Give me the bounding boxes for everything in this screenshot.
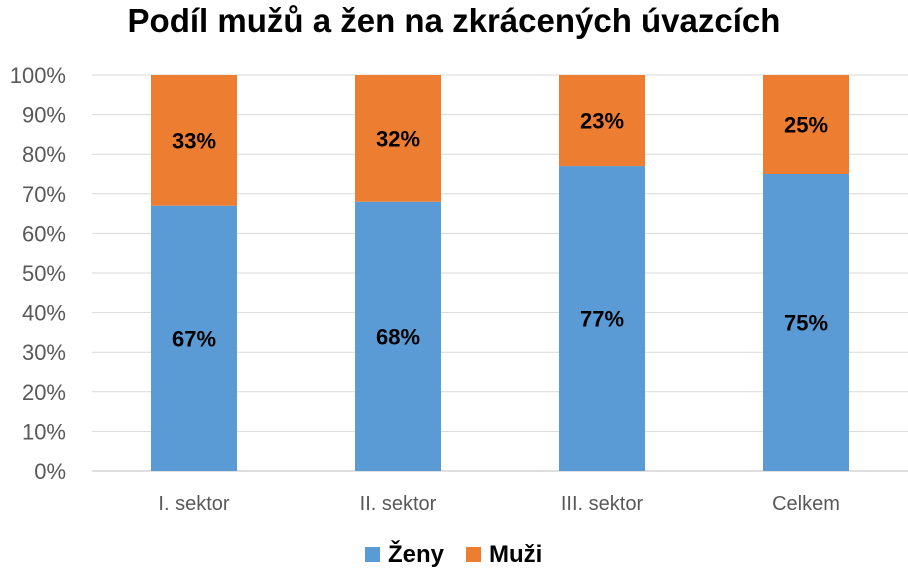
bar-segment bbox=[151, 75, 237, 206]
legend-label: Muži bbox=[489, 541, 542, 568]
y-tick-label: 80% bbox=[22, 142, 66, 167]
x-tick-label: II. sektor bbox=[360, 493, 437, 515]
y-tick-label: 50% bbox=[22, 261, 66, 286]
y-tick-label: 60% bbox=[22, 221, 66, 246]
bar-segment bbox=[763, 75, 849, 174]
y-tick-label: 90% bbox=[22, 103, 66, 128]
data-label: 25% bbox=[784, 113, 828, 138]
y-tick-label: 40% bbox=[22, 301, 66, 326]
y-tick-label: 100% bbox=[10, 63, 66, 88]
x-tick-label: III. sektor bbox=[561, 493, 644, 515]
bar-segment bbox=[355, 75, 441, 202]
data-label: 77% bbox=[580, 307, 624, 332]
x-tick-label: Celkem bbox=[772, 493, 840, 515]
data-label: 33% bbox=[172, 128, 216, 153]
y-tick-label: 10% bbox=[22, 419, 66, 444]
data-label: 68% bbox=[376, 324, 420, 349]
y-tick-label: 20% bbox=[22, 380, 66, 405]
data-label: 23% bbox=[580, 109, 624, 134]
y-tick-label: 30% bbox=[22, 340, 66, 365]
legend-swatch bbox=[466, 547, 481, 562]
data-label: 75% bbox=[784, 311, 828, 336]
bar-segment bbox=[151, 205, 237, 471]
bar-segment bbox=[559, 166, 645, 471]
data-label: 32% bbox=[376, 126, 420, 151]
bar-segment bbox=[559, 75, 645, 167]
bar-segment bbox=[355, 201, 441, 471]
chart-title: Podíl mužů a žen na zkrácených úvazcích bbox=[127, 2, 781, 39]
legend-swatch bbox=[365, 547, 380, 562]
y-tick-label: 0% bbox=[34, 459, 66, 484]
y-tick-label: 70% bbox=[22, 182, 66, 207]
data-label: 67% bbox=[172, 326, 216, 351]
bar-segment bbox=[763, 174, 849, 471]
x-tick-label: I. sektor bbox=[158, 493, 229, 515]
legend-label: Ženy bbox=[388, 540, 445, 568]
